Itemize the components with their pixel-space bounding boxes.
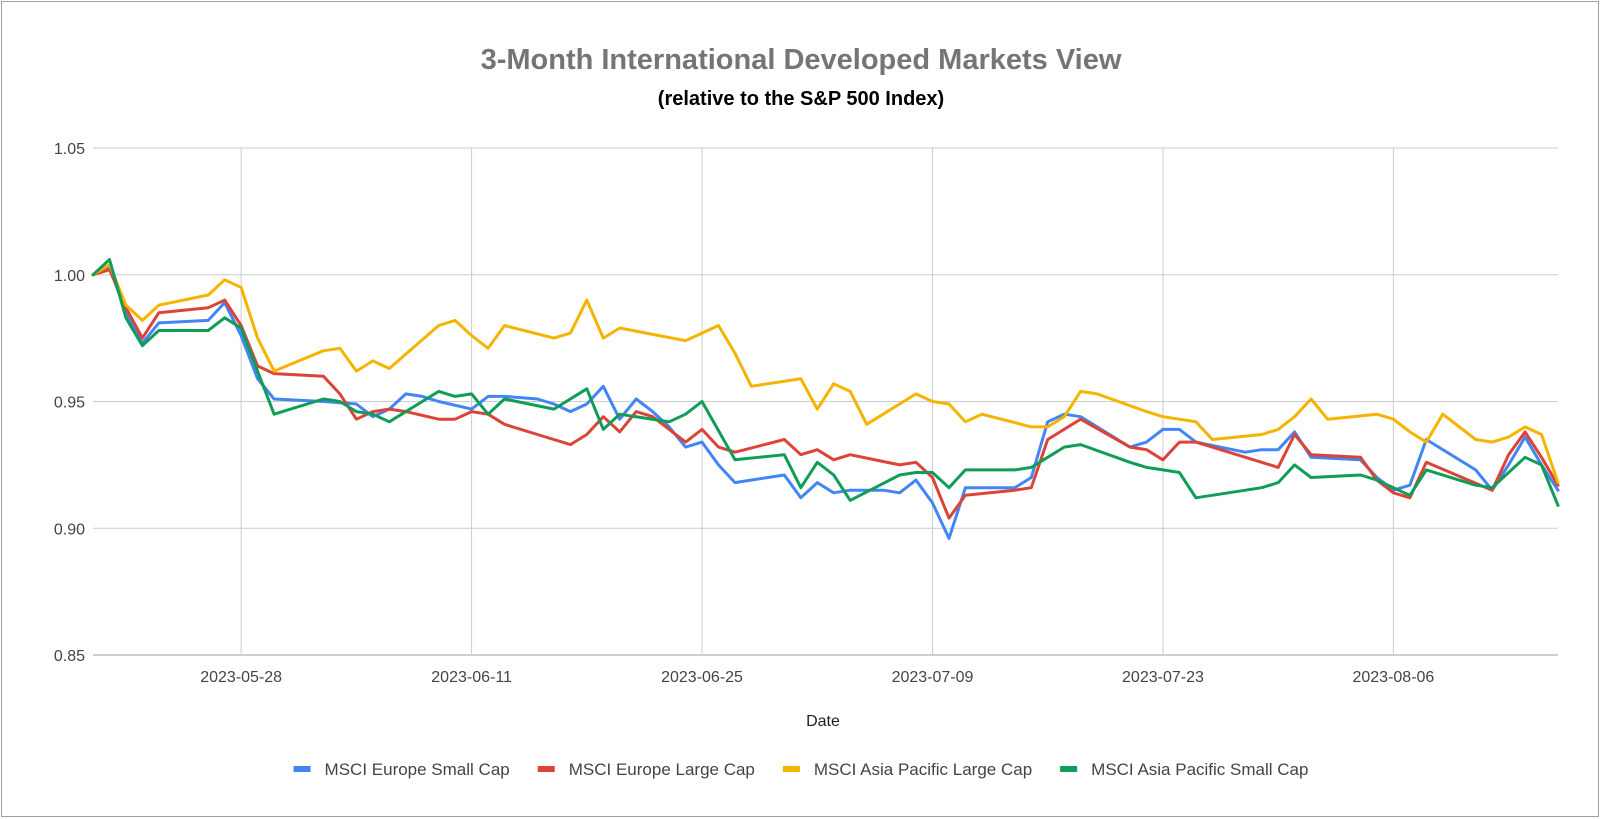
- x-tick-label: 2023-05-28: [200, 669, 282, 686]
- y-tick-label: 0.90: [54, 521, 85, 538]
- x-tick-label: 2023-06-11: [431, 669, 512, 686]
- chart-subtitle: (relative to the S&P 500 Index): [658, 88, 944, 110]
- legend-swatch: [782, 766, 800, 772]
- series-line-4: [91, 258, 1560, 507]
- legend-swatch: [293, 766, 311, 772]
- legend-swatch: [1060, 766, 1078, 772]
- series-line-2: [91, 268, 1560, 520]
- series-line-3: [91, 263, 1560, 485]
- legend: MSCI Europe Small Cap MSCI Europe Large C…: [293, 760, 1308, 779]
- chart-title: 3-Month International Developed Markets …: [481, 44, 1122, 76]
- x-axis-label: Date: [806, 713, 840, 730]
- legend-label: MSCI Europe Small Cap: [325, 760, 510, 779]
- legend-swatch: [537, 766, 555, 772]
- x-tick-label: 2023-07-23: [1122, 669, 1204, 686]
- series-lines: [91, 258, 1560, 540]
- y-tick-label: 0.95: [54, 395, 85, 412]
- legend-label: MSCI Asia Pacific Large Cap: [814, 760, 1032, 779]
- axis-ticks: 0.85 0.90 0.95 1.00 1.05 2023-05-28 2023-06-11…: [54, 141, 1435, 686]
- x-tick-label: 2023-06-25: [661, 669, 743, 686]
- y-tick-label: 0.85: [54, 648, 85, 665]
- y-tick-label: 1.00: [54, 268, 85, 285]
- x-tick-label: 2023-08-06: [1352, 669, 1434, 686]
- x-tick-label: 2023-07-09: [892, 669, 974, 686]
- legend-label: MSCI Asia Pacific Small Cap: [1091, 760, 1308, 779]
- y-tick-label: 1.05: [54, 141, 85, 158]
- legend-label: MSCI Europe Large Cap: [569, 760, 755, 779]
